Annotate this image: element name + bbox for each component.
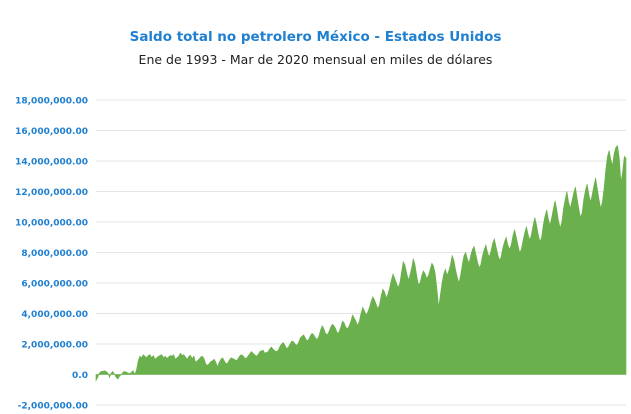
y-tick-label: 4,000,000.00: [21, 310, 88, 320]
chart-title: Saldo total no petrolero México - Estado…: [129, 29, 502, 45]
y-tick-label: 14,000,000.00: [15, 158, 88, 168]
y-tick-label: 16,000,000.00: [15, 127, 88, 137]
y-tick-label: 10,000,000.00: [15, 219, 88, 229]
y-tick-label: 8,000,000.00: [21, 249, 88, 259]
series-area: [95, 145, 627, 382]
y-tick-label: 12,000,000.00: [15, 188, 88, 198]
y-tick-label: 6,000,000.00: [21, 280, 88, 290]
y-tick-label: -2,000,000.00: [18, 402, 88, 412]
y-tick-label: 18,000,000.00: [15, 97, 88, 107]
y-tick-label: 0.0: [72, 371, 88, 381]
y-tick-label: 2,000,000.00: [21, 341, 88, 351]
chart-subtitle: Ene de 1993 - Mar de 2020 mensual en mil…: [138, 52, 493, 67]
